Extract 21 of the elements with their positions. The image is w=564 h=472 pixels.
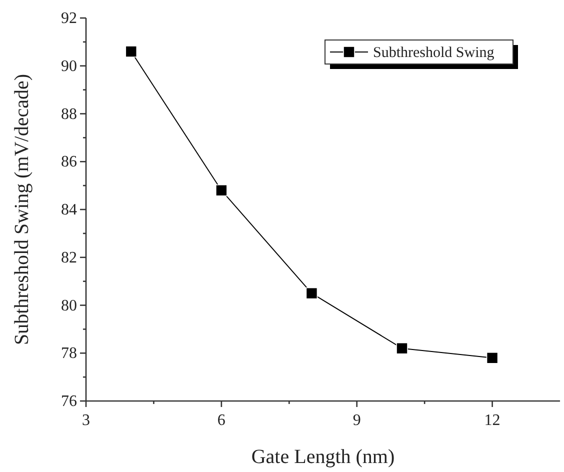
- y-tick-label: 88: [61, 106, 77, 123]
- point: [486, 352, 498, 364]
- y-tick-label: 78: [61, 345, 77, 362]
- y-tick-label: 82: [61, 249, 77, 266]
- x-tick-label: 3: [82, 412, 90, 429]
- point: [396, 342, 408, 354]
- y-tick-label: 84: [61, 202, 77, 218]
- x-axis-title: Gate Length (nm): [251, 446, 395, 468]
- point: [216, 184, 228, 196]
- legend-label: Subthreshold Swing: [373, 45, 495, 61]
- x-tick-label: 6: [217, 412, 226, 429]
- y-tick-label: 90: [61, 58, 77, 75]
- y-tick-label: 80: [61, 297, 77, 314]
- y-tick-label: 86: [61, 154, 77, 171]
- y-tick-label: 92: [61, 10, 77, 27]
- x-tick-label: 9: [352, 412, 361, 429]
- y-tick-label: 76: [61, 393, 77, 410]
- point: [306, 287, 318, 300]
- y-axis-title: Subthreshold Swing (mV/decade): [11, 74, 33, 346]
- x-tick-label: 12: [484, 412, 500, 429]
- point: [125, 46, 138, 58]
